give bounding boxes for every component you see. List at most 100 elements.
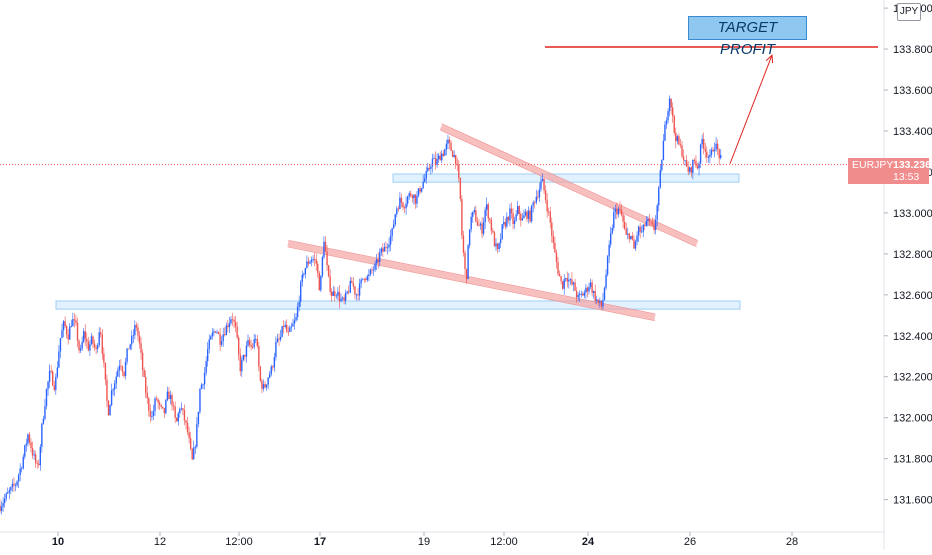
candle <box>343 294 345 305</box>
candle-body <box>679 144 682 146</box>
candle <box>470 212 472 233</box>
candle <box>44 398 46 421</box>
candle <box>137 323 139 341</box>
candle-body <box>586 287 589 292</box>
candle <box>166 386 169 402</box>
candle <box>703 132 705 155</box>
candle <box>631 232 634 241</box>
candle-body <box>515 214 517 221</box>
price-axis: 134.000133.800133.600133.400133.200133.0… <box>884 3 932 507</box>
candle-body <box>157 399 159 403</box>
candle <box>600 300 603 310</box>
candle <box>129 343 131 351</box>
candle <box>310 256 313 267</box>
candle <box>258 341 260 372</box>
candle-body <box>582 293 584 296</box>
time-tick-label: 17 <box>314 536 326 548</box>
candle <box>16 480 18 488</box>
candle <box>366 274 369 282</box>
candle-body <box>75 320 77 323</box>
candle <box>318 271 320 291</box>
candle <box>388 237 390 253</box>
candle <box>594 284 596 304</box>
candle-body <box>656 205 658 220</box>
candle <box>210 335 212 340</box>
candle <box>241 356 243 377</box>
candle <box>231 312 234 327</box>
candle-body <box>599 300 601 303</box>
candle <box>718 148 720 166</box>
candle-body <box>224 334 226 336</box>
candle <box>0 499 1 513</box>
candle-body <box>17 475 20 482</box>
candle-body <box>416 195 418 204</box>
target-profit-label[interactable]: TARGET PROFIT <box>688 16 807 58</box>
candle <box>701 134 703 149</box>
candle-body <box>222 334 224 342</box>
candle <box>410 190 412 198</box>
candle <box>692 159 694 180</box>
candle-body <box>369 269 372 275</box>
candle <box>199 388 201 415</box>
candle <box>36 460 38 469</box>
candle-body <box>118 365 121 371</box>
candle-body <box>52 371 54 386</box>
candle-body <box>544 190 547 201</box>
candle <box>498 242 500 253</box>
candle-body <box>2 503 4 507</box>
candle <box>87 337 90 352</box>
candle-body <box>529 210 531 222</box>
candle <box>566 271 568 288</box>
candle-body <box>592 291 595 293</box>
candle <box>50 365 52 374</box>
candle <box>112 387 114 396</box>
candle-body <box>357 294 359 296</box>
candle <box>52 369 54 386</box>
candle <box>222 327 224 347</box>
candle <box>284 320 286 329</box>
candle <box>537 190 539 201</box>
candle-body <box>233 319 235 322</box>
candle-body <box>706 151 708 158</box>
time-axis: 10 12 12:00 17 19 12:00 24 26 28 <box>52 532 798 548</box>
candle <box>648 214 651 226</box>
candle-body <box>323 241 325 258</box>
candle-body <box>368 274 370 277</box>
candle-body <box>56 367 59 377</box>
candle-body <box>306 261 308 269</box>
price-tick-label: 133.600 <box>893 85 932 97</box>
candle <box>124 357 127 380</box>
candle <box>95 344 97 355</box>
candle <box>172 401 175 411</box>
candle-body <box>648 219 651 222</box>
candle-body <box>718 149 720 159</box>
candle-body <box>90 336 93 345</box>
candle-body <box>7 492 9 494</box>
price-tick-label: 132.400 <box>893 331 932 343</box>
candle <box>622 212 624 229</box>
candle <box>538 182 541 202</box>
candle <box>286 319 288 333</box>
candle-body <box>312 259 314 260</box>
candle <box>675 127 677 149</box>
candle-body <box>565 278 567 280</box>
candle <box>416 190 418 208</box>
candle-body <box>478 225 480 227</box>
candle-body <box>379 252 381 263</box>
candle-body <box>281 326 283 337</box>
candle <box>313 252 316 267</box>
candle-body <box>352 283 355 287</box>
candle-body <box>664 124 666 141</box>
candle-body <box>186 422 189 433</box>
candle-body <box>486 204 488 210</box>
currency-label[interactable]: JPY <box>897 3 921 21</box>
candle-body <box>129 344 131 349</box>
candle-body <box>124 361 127 377</box>
candle <box>512 208 514 230</box>
candle-body <box>681 145 683 157</box>
candle <box>160 404 162 410</box>
candle-body <box>715 143 717 150</box>
candle-body <box>148 398 150 411</box>
